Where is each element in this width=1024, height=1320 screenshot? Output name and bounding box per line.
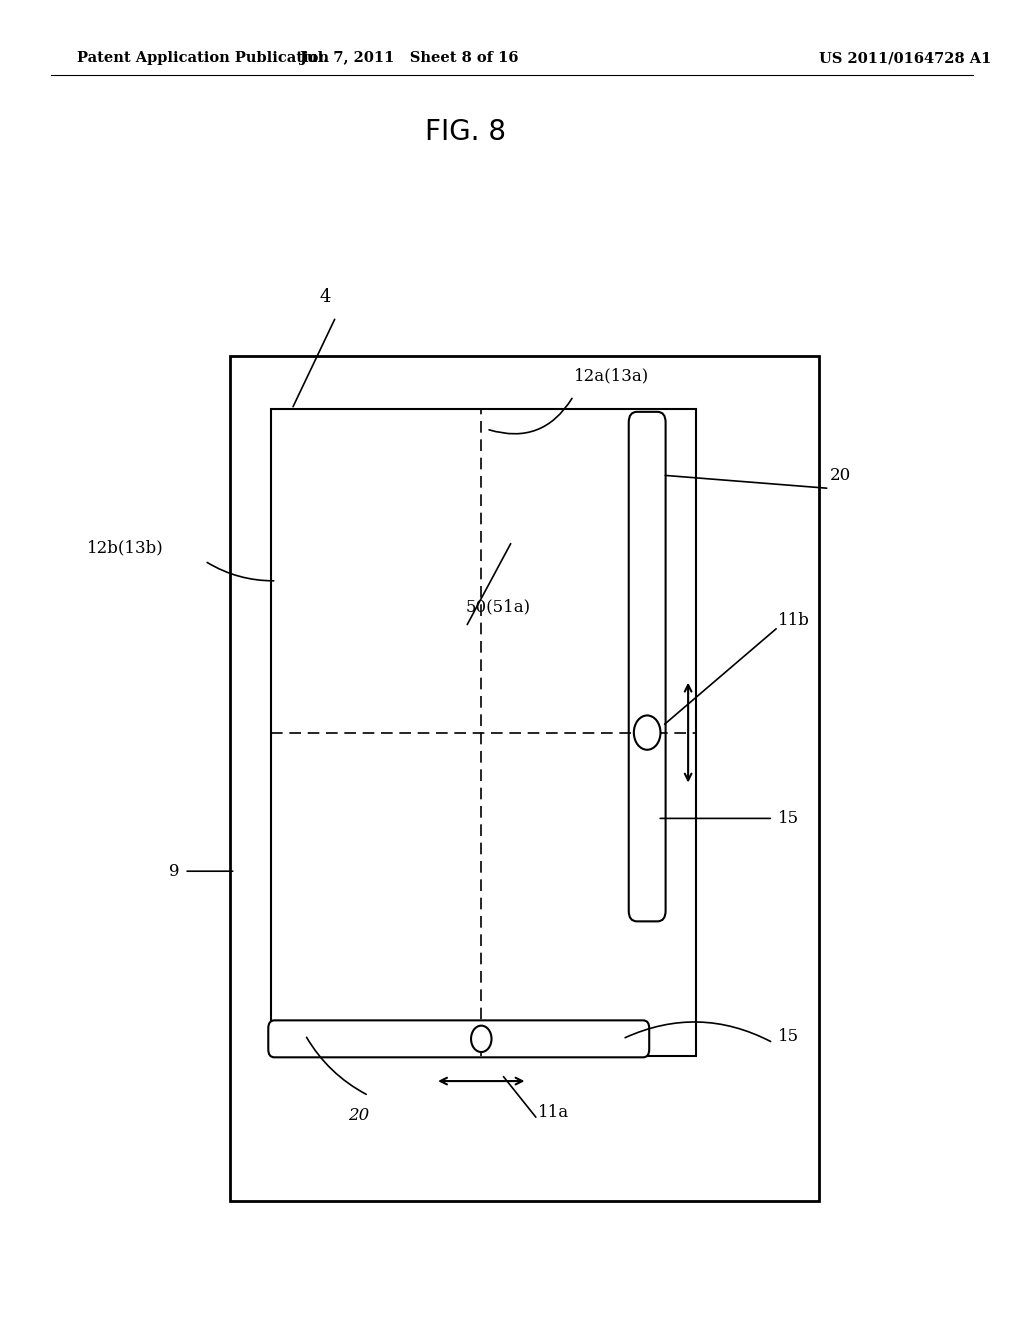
FancyBboxPatch shape — [629, 412, 666, 921]
Text: 20: 20 — [829, 467, 851, 483]
Text: Patent Application Publication: Patent Application Publication — [77, 51, 329, 65]
Circle shape — [634, 715, 660, 750]
Text: 4: 4 — [319, 288, 332, 306]
Text: 15: 15 — [778, 810, 800, 826]
Text: 12a(13a): 12a(13a) — [573, 368, 648, 384]
Text: FIG. 8: FIG. 8 — [425, 117, 507, 147]
Text: 15: 15 — [778, 1028, 800, 1044]
Text: 11a: 11a — [538, 1105, 568, 1121]
FancyBboxPatch shape — [268, 1020, 649, 1057]
Text: 9: 9 — [169, 863, 179, 879]
FancyBboxPatch shape — [230, 356, 819, 1201]
Text: Jul. 7, 2011   Sheet 8 of 16: Jul. 7, 2011 Sheet 8 of 16 — [300, 51, 519, 65]
FancyBboxPatch shape — [271, 409, 696, 1056]
Text: 50(51a): 50(51a) — [466, 599, 531, 615]
Text: US 2011/0164728 A1: US 2011/0164728 A1 — [819, 51, 991, 65]
Text: 20: 20 — [348, 1107, 369, 1123]
Text: 12b(13b): 12b(13b) — [87, 540, 164, 556]
Circle shape — [471, 1026, 492, 1052]
Text: 11b: 11b — [778, 612, 810, 628]
